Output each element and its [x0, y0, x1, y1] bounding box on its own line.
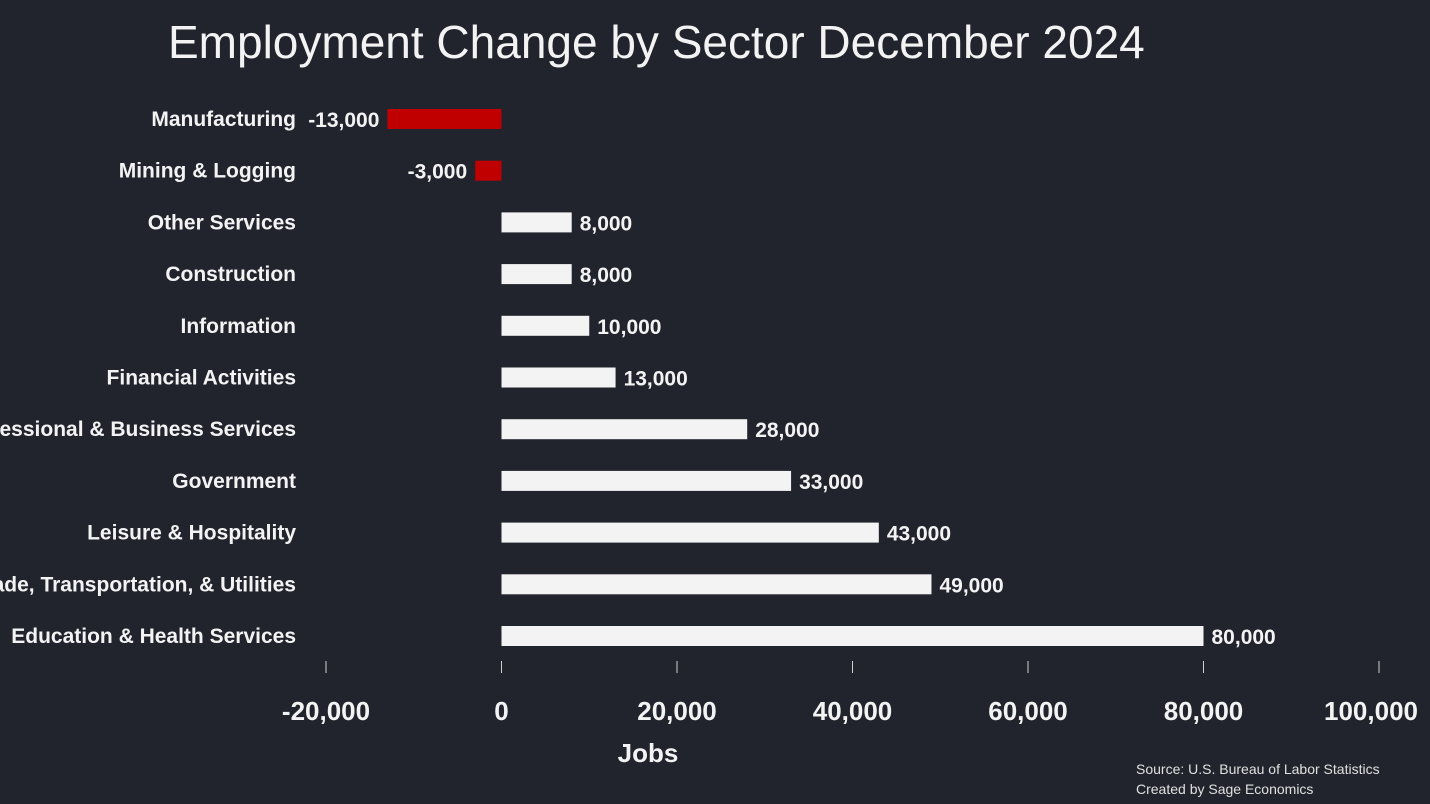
bar: [501, 367, 616, 388]
tick-label: 40,000: [813, 696, 893, 726]
value-label: 28,000: [755, 419, 819, 442]
category-label: Manufacturing: [151, 108, 296, 131]
bar: [501, 212, 572, 233]
value-label: 43,000: [887, 523, 951, 546]
bar: [501, 419, 748, 440]
tick-label: 0: [494, 696, 508, 726]
value-labels: -13,000 -3,000 8,000 8,000 10,000 13,000 28,00…: [308, 109, 1276, 649]
category-label: Leisure & Hospitality: [87, 522, 296, 545]
category-label: Construction: [165, 263, 296, 286]
value-label: 49,000: [939, 574, 1003, 597]
value-label: 80,000: [1212, 626, 1276, 649]
tick-label: 60,000: [988, 696, 1068, 726]
bar: [501, 470, 792, 491]
category-label: Financial Activities: [107, 367, 296, 390]
category-label: Education & Health Services: [11, 625, 296, 648]
value-label: 10,000: [597, 316, 661, 339]
x-axis: -20,000 0 20,000 40,000 60,000 80,000 100,000: [282, 661, 1418, 726]
category-label: Professional & Business Services: [0, 418, 296, 441]
tick-label: -20,000: [282, 696, 370, 726]
category-label: Other Services: [148, 211, 296, 234]
x-axis-label: Jobs: [618, 738, 679, 768]
chart-title: Employment Change by Sector December 202…: [168, 16, 1145, 68]
value-label: -3,000: [408, 161, 468, 184]
value-label: -13,000: [308, 109, 379, 132]
value-label: 33,000: [799, 471, 863, 494]
bars-group: [387, 109, 1204, 646]
value-label: 13,000: [624, 368, 688, 391]
tick-label: 80,000: [1164, 696, 1244, 726]
source-note: Source: U.S. Bureau of Labor Statistics: [1136, 761, 1380, 777]
value-label: 8,000: [580, 212, 633, 235]
value-label: 8,000: [580, 264, 633, 287]
bar: [501, 315, 590, 336]
bar: [475, 160, 502, 181]
category-labels: Manufacturing Mining & Logging Other Servi…: [0, 108, 296, 648]
bar: [501, 522, 879, 543]
bar: [387, 109, 502, 129]
category-label: Mining & Logging: [119, 160, 296, 183]
tick-label: 20,000: [637, 696, 717, 726]
credit-note: Created by Sage Economics: [1136, 781, 1313, 797]
category-label: Information: [181, 315, 297, 338]
bar: [501, 264, 572, 285]
bar: [501, 626, 1204, 646]
category-label: Trade, Transportation, & Utilities: [0, 573, 296, 596]
category-label: Government: [172, 470, 296, 493]
tick-label: 100,000: [1324, 696, 1418, 726]
bar: [501, 574, 932, 595]
